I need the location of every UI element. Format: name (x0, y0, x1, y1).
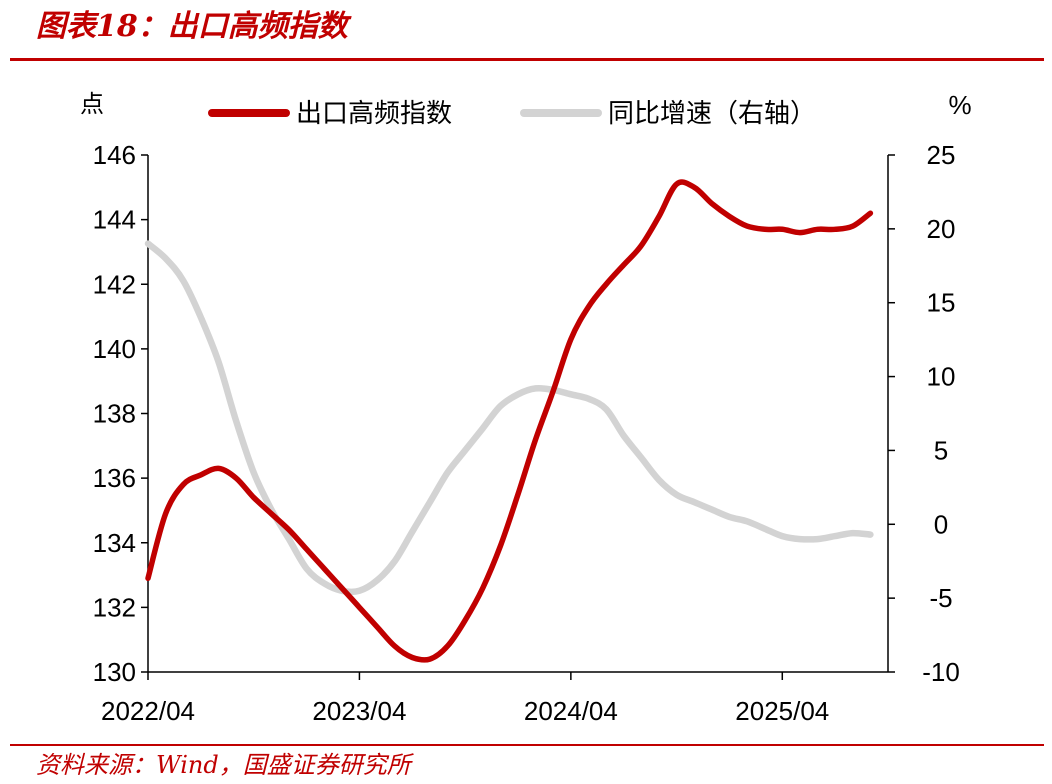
right-tick-label: 0 (934, 509, 948, 539)
right-tick-label: 25 (927, 140, 956, 170)
x-tick-label: 2025/04 (735, 696, 829, 726)
right-tick-label: 5 (934, 435, 948, 465)
right-tick-label: -10 (922, 657, 960, 687)
x-tick-label: 2024/04 (524, 696, 618, 726)
legend: 出口高频指数 同比增速（右轴） (208, 98, 816, 128)
right-tick-label: 15 (927, 288, 956, 318)
left-tick-label: 130 (93, 657, 136, 687)
figure-title: 图表18：出口高频指数 (36, 9, 348, 44)
right-tick-label: 20 (927, 214, 956, 244)
left-tick-label: 142 (93, 269, 136, 299)
x-tick-label: 2022/04 (101, 696, 195, 726)
left-tick-label: 134 (93, 528, 136, 558)
x-tick-label: 2023/04 (312, 696, 406, 726)
right-tick-label: 10 (927, 362, 956, 392)
export-index-line (145, 179, 874, 663)
right-tick-label: -5 (929, 583, 952, 613)
left-tick-label: 132 (93, 592, 136, 622)
title-rule (10, 58, 1044, 61)
left-axis-unit: 点 (80, 91, 104, 118)
source-rule (10, 744, 1044, 746)
chart: 130 132 134 136 138 140 142 144 146 -10 -5 0 5 10 15 20… (80, 90, 972, 726)
right-axis-unit: % (948, 90, 971, 120)
legend-label-1: 出口高频指数 (296, 98, 452, 128)
left-tick-label: 136 (93, 463, 136, 493)
source-note: 资料来源：Wind，国盛证券研究所 (36, 751, 411, 779)
axes: 130 132 134 136 138 140 142 144 146 -10 -5 0 5 10 15 20… (80, 90, 972, 726)
series-layer (144, 179, 874, 663)
left-tick-label: 146 (93, 140, 136, 170)
yoy-growth-line (144, 240, 874, 596)
legend-label-2: 同比增速（右轴） (608, 98, 816, 128)
left-tick-label: 138 (93, 399, 136, 429)
left-tick-label: 144 (93, 205, 136, 235)
left-tick-label: 140 (93, 334, 136, 364)
